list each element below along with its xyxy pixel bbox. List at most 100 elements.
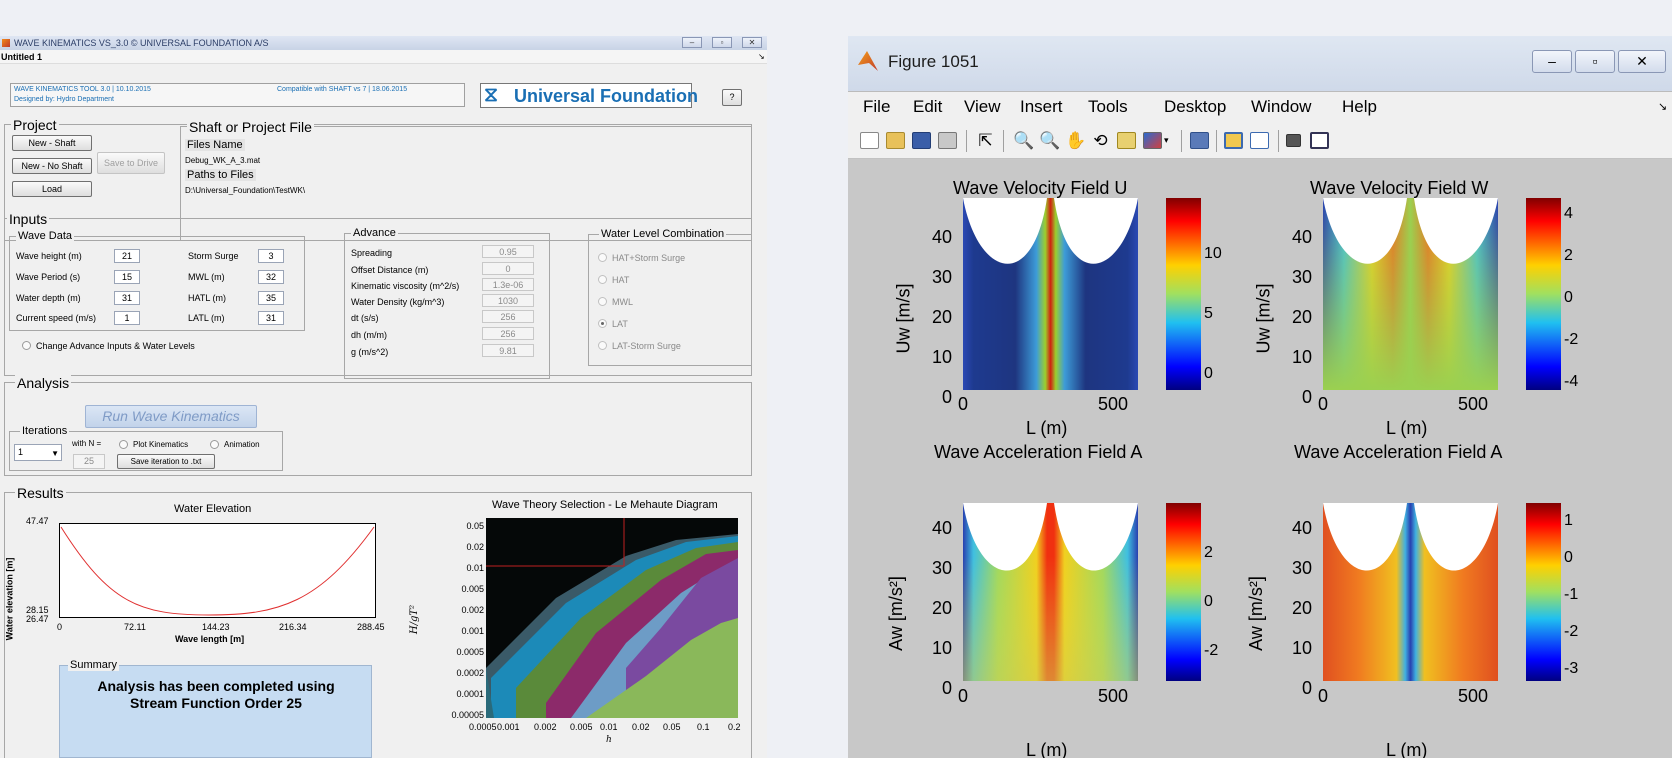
wk-menu-untitled[interactable]: Untitled 1 <box>1 52 43 62</box>
wlc-radio-0[interactable] <box>598 253 607 262</box>
dock-arrow-icon[interactable]: ↘ <box>1658 101 1668 113</box>
water-elevation-plot <box>59 523 376 618</box>
animation-label: Animation <box>224 440 260 449</box>
run-wave-kinematics-button[interactable]: Run Wave Kinematics <box>85 405 257 428</box>
fig-maximize-button[interactable]: ▫ <box>1575 50 1615 73</box>
lm-ytick: 0.0002 <box>456 668 484 678</box>
kin-visc-input[interactable]: 1.3e-06 <box>482 278 534 291</box>
close-button[interactable]: ✕ <box>742 37 762 48</box>
mwl-input[interactable]: 32 <box>258 270 284 284</box>
new-shaft-button[interactable]: New - Shaft <box>12 135 92 151</box>
wlc-radio-4[interactable] <box>598 341 607 350</box>
plot1-cbtick-2: 0 <box>1204 365 1213 382</box>
help-button[interactable]: ? <box>722 89 742 106</box>
g-input[interactable]: 9.81 <box>482 344 534 357</box>
water-level-panel: Water Level Combination HAT+Storm Surge … <box>588 228 752 366</box>
maximize-button[interactable]: ▫ <box>712 37 732 48</box>
menu-help[interactable]: Help <box>1342 97 1377 116</box>
dt-input[interactable]: 256 <box>482 310 534 323</box>
save-icon[interactable] <box>912 132 931 149</box>
lm-xlabel: h <box>606 735 612 745</box>
wlc-radio-3[interactable] <box>598 319 607 328</box>
print-icon[interactable] <box>938 132 957 149</box>
dh-input[interactable]: 256 <box>482 327 534 340</box>
project-title: Project <box>11 117 59 133</box>
plot1-cbtick-1: 5 <box>1204 305 1213 322</box>
plot4-cbtick-4: -3 <box>1564 660 1579 677</box>
hatl-input[interactable]: 35 <box>258 291 284 305</box>
menu-tools[interactable]: Tools <box>1088 97 1128 116</box>
water-elevation-title: Water Elevation <box>174 503 252 515</box>
save-iteration-button[interactable]: Save iteration to .txt <box>117 454 215 469</box>
save-drive-button[interactable]: Save to Drive <box>97 152 165 174</box>
new-figure-icon[interactable] <box>860 132 879 149</box>
ytick: 10 <box>1291 638 1312 658</box>
minimize-button[interactable]: – <box>682 37 702 48</box>
show-tools-icon[interactable] <box>1310 132 1329 149</box>
menu-insert[interactable]: Insert <box>1020 97 1063 116</box>
wave-height-input[interactable]: 21 <box>114 249 140 263</box>
ytick: 30 <box>931 267 952 287</box>
wlc-radio-1[interactable] <box>598 275 607 284</box>
results-panel: Results <box>4 485 752 758</box>
change-advance-label: Change Advance Inputs & Water Levels <box>36 341 195 351</box>
wk-header-box: WAVE KINEMATICS TOOL 3.0 | 10.10.2015 De… <box>10 83 465 107</box>
latl-input[interactable]: 31 <box>258 311 284 325</box>
wlc-radio-2[interactable] <box>598 297 607 306</box>
plot2-cbtick-1: 2 <box>1564 247 1573 264</box>
pan-icon[interactable]: ✋ <box>1065 131 1087 150</box>
iterations-select[interactable]: 1 ▼ <box>14 444 62 461</box>
menu-file[interactable]: File <box>863 97 891 116</box>
summary-title: Summary <box>68 659 120 671</box>
plot4-colorbar <box>1526 503 1561 681</box>
data-cursor-icon[interactable] <box>1117 132 1136 149</box>
open-file-icon[interactable] <box>886 132 905 149</box>
toolbar-separator <box>1003 130 1004 152</box>
water-depth-input[interactable]: 31 <box>114 291 140 305</box>
plot2-cbtick-4: -4 <box>1564 373 1579 390</box>
plot4-cbtick-2: -1 <box>1564 586 1579 603</box>
lm-ytick: 0.0005 <box>456 647 484 657</box>
colorbar-icon[interactable] <box>1224 132 1243 149</box>
density-label: Water Density (kg/m^3) <box>351 297 445 307</box>
n-input[interactable]: 25 <box>73 454 105 469</box>
hatl-label: HATL (m) <box>188 293 226 303</box>
ytick: 10 <box>1291 347 1312 367</box>
menu-view[interactable]: View <box>964 97 1001 116</box>
menu-desktop[interactable]: Desktop <box>1164 97 1227 116</box>
dock-arrow-icon[interactable]: ↘ <box>758 52 765 61</box>
zoom-out-icon[interactable]: 🔍 <box>1039 131 1061 150</box>
animation-radio[interactable] <box>210 440 219 449</box>
new-no-shaft-button[interactable]: New - No Shaft <box>12 158 92 174</box>
ytick: 0 <box>941 387 952 407</box>
current-speed-input[interactable]: 1 <box>114 311 140 325</box>
hide-tools-icon[interactable] <box>1286 134 1301 147</box>
legend-icon[interactable] <box>1250 132 1269 149</box>
change-advance-radio[interactable] <box>22 341 31 350</box>
link-plot-icon[interactable] <box>1190 132 1209 149</box>
plot3-xtick-0: 0 <box>958 686 969 706</box>
menu-edit[interactable]: Edit <box>913 97 943 116</box>
density-input[interactable]: 1030 <box>482 294 534 307</box>
pointer-icon[interactable]: ⇱ <box>978 131 993 150</box>
plot4-xlabel: L (m) <box>1386 740 1428 758</box>
menu-window[interactable]: Window <box>1251 97 1312 116</box>
zoom-in-icon[interactable]: 🔍 <box>1013 131 1035 150</box>
fig-minimize-button[interactable]: – <box>1532 50 1572 73</box>
plot-kinematics-radio[interactable] <box>119 440 128 449</box>
wave-period-input[interactable]: 15 <box>114 270 140 284</box>
summary-box: Summary Analysis has been completed usin… <box>59 659 372 758</box>
plot2-title: Wave Velocity Field W <box>1310 178 1489 198</box>
fig-close-button[interactable]: ✕ <box>1618 50 1666 73</box>
lm-ytick: 0.0001 <box>456 689 484 699</box>
brush-icon[interactable] <box>1143 132 1162 149</box>
storm-surge-input[interactable]: 3 <box>258 249 284 263</box>
spreading-input[interactable]: 0.95 <box>482 245 534 258</box>
brush-dropdown-icon[interactable]: ▾ <box>1164 135 1169 145</box>
offset-input[interactable]: 0 <box>482 262 534 275</box>
rotate-icon[interactable]: ⟲ <box>1093 131 1108 150</box>
advance-title: Advance <box>351 227 398 239</box>
plot4-yticks: 40 30 20 10 0 <box>1288 508 1312 708</box>
load-button[interactable]: Load <box>12 181 92 197</box>
plot2-colorbar <box>1526 198 1561 390</box>
